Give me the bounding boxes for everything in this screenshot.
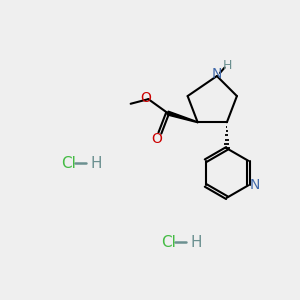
Polygon shape xyxy=(167,111,198,123)
Text: N: N xyxy=(212,68,222,82)
Text: H: H xyxy=(91,155,102,170)
Text: O: O xyxy=(152,132,162,146)
Text: H: H xyxy=(223,59,232,72)
Text: N: N xyxy=(249,178,260,192)
Text: O: O xyxy=(141,91,152,105)
Text: Cl: Cl xyxy=(161,235,176,250)
Text: H: H xyxy=(191,235,202,250)
Text: Cl: Cl xyxy=(61,155,76,170)
